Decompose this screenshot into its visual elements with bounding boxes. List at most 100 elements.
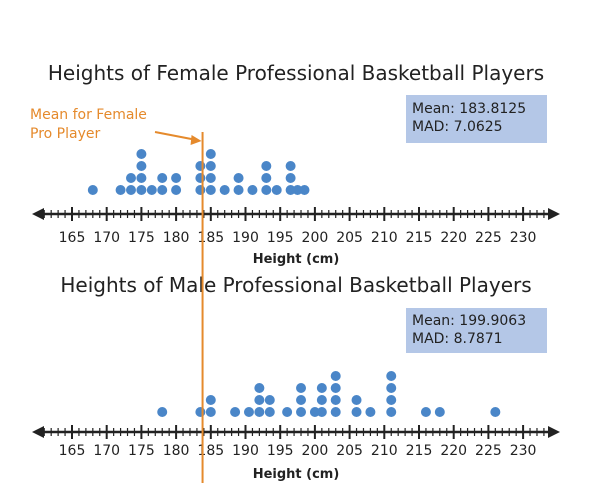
female-data-dot bbox=[125, 185, 136, 195]
female-tick-label-175: 175 bbox=[128, 230, 155, 246]
female-tick-label-210: 210 bbox=[371, 230, 398, 246]
female-data-dot bbox=[87, 185, 98, 195]
male-axis-arrow-right bbox=[548, 426, 560, 438]
male-data-dot bbox=[316, 395, 327, 405]
chart-marks: 165 170 175 180 185 190 195 200 205 210 215 220 225 2… bbox=[32, 131, 560, 483]
female-tick-label-220: 220 bbox=[440, 230, 467, 246]
female-x-axis-title: Height (cm) bbox=[253, 252, 340, 267]
male-data-dot bbox=[254, 407, 265, 417]
male-axis-arrow-left bbox=[32, 426, 44, 438]
female-data-dot bbox=[195, 161, 206, 171]
female-tick-label-205: 205 bbox=[336, 230, 363, 246]
mean-callout-arrow-head bbox=[190, 135, 202, 145]
female-data-dot bbox=[171, 185, 182, 195]
female-tick-label-185: 185 bbox=[197, 230, 224, 246]
male-data-dot bbox=[195, 407, 206, 417]
female-tick-label-180: 180 bbox=[163, 230, 190, 246]
female-tick-label-165: 165 bbox=[59, 230, 86, 246]
male-data-dot bbox=[296, 407, 307, 417]
female-tick-label-190: 190 bbox=[232, 230, 259, 246]
female-data-dot bbox=[233, 173, 244, 183]
female-data-dot bbox=[157, 185, 168, 195]
male-data-dot bbox=[316, 383, 327, 393]
female-data-dot bbox=[115, 185, 126, 195]
male-tick-label-215: 215 bbox=[406, 443, 433, 459]
female-tick-label-170: 170 bbox=[93, 230, 120, 246]
female-data-dot bbox=[146, 185, 157, 195]
male-tick-label-195: 195 bbox=[267, 443, 294, 459]
female-tick-label-195: 195 bbox=[267, 230, 294, 246]
male-chart-title: Heights of Male Professional Basketball … bbox=[60, 273, 531, 297]
female-data-dot bbox=[247, 185, 258, 195]
female-data-dot bbox=[205, 149, 216, 159]
mean-callout-line2: Pro Player bbox=[30, 126, 100, 142]
male-data-dot bbox=[386, 407, 397, 417]
male-tick-label-165: 165 bbox=[59, 443, 86, 459]
male-tick-label-170: 170 bbox=[93, 443, 120, 459]
mean-callout-arrow-shaft bbox=[154, 131, 197, 141]
female-tick-label-215: 215 bbox=[406, 230, 433, 246]
female-data-dot bbox=[219, 185, 230, 195]
female-data-dot bbox=[205, 161, 216, 171]
female-data-dot bbox=[171, 173, 182, 183]
male-tick-label-220: 220 bbox=[440, 443, 467, 459]
female-data-dot bbox=[136, 173, 147, 183]
male-data-dot bbox=[420, 407, 431, 417]
female-data-dot bbox=[195, 185, 206, 195]
male-data-dot bbox=[330, 395, 341, 405]
male-tick-label-185: 185 bbox=[197, 443, 224, 459]
female-mean-label: Mean: 183.8125 bbox=[412, 101, 526, 117]
male-tick-label-225: 225 bbox=[475, 443, 502, 459]
female-data-dot bbox=[205, 185, 216, 195]
female-data-dot bbox=[205, 173, 216, 183]
male-tick-label-175: 175 bbox=[128, 443, 155, 459]
female-data-dot bbox=[233, 185, 244, 195]
female-data-dot bbox=[285, 173, 296, 183]
male-tick-label-210: 210 bbox=[371, 443, 398, 459]
male-data-dot bbox=[330, 407, 341, 417]
male-data-dot bbox=[351, 395, 362, 405]
female-tick-label-225: 225 bbox=[475, 230, 502, 246]
male-data-dot bbox=[296, 383, 307, 393]
male-tick-label-205: 205 bbox=[336, 443, 363, 459]
male-data-dot bbox=[282, 407, 293, 417]
female-chart-title: Heights of Female Professional Basketbal… bbox=[48, 61, 544, 85]
male-data-dot bbox=[490, 407, 501, 417]
male-data-dot bbox=[386, 371, 397, 381]
male-data-dot bbox=[264, 407, 275, 417]
female-data-dot bbox=[261, 185, 272, 195]
male-tick-label-230: 230 bbox=[510, 443, 537, 459]
female-data-dot bbox=[195, 173, 206, 183]
male-data-dot bbox=[365, 407, 376, 417]
male-tick-label-200: 200 bbox=[302, 443, 329, 459]
male-data-dot bbox=[157, 407, 168, 417]
female-data-dot bbox=[285, 161, 296, 171]
male-data-dot bbox=[205, 407, 216, 417]
female-data-dot bbox=[285, 185, 296, 195]
female-axis-arrow-left bbox=[32, 208, 44, 220]
female-data-dot bbox=[136, 161, 147, 171]
male-data-dot bbox=[434, 407, 445, 417]
male-data-dot bbox=[205, 395, 216, 405]
male-mad-label: MAD: 8.7871 bbox=[412, 331, 503, 347]
female-data-dot bbox=[271, 185, 282, 195]
male-data-dot bbox=[316, 407, 327, 417]
mean-callout-line1: Mean for Female bbox=[30, 107, 147, 123]
female-axis-arrow-right bbox=[548, 208, 560, 220]
male-data-dot bbox=[254, 395, 265, 405]
male-data-dot bbox=[254, 383, 265, 393]
female-mad-label: MAD: 7.0625 bbox=[412, 119, 503, 135]
male-data-dot bbox=[243, 407, 254, 417]
male-data-dot bbox=[386, 395, 397, 405]
female-data-dot bbox=[136, 185, 147, 195]
female-data-dot bbox=[136, 149, 147, 159]
female-stat-box bbox=[406, 95, 547, 143]
male-data-dot bbox=[309, 407, 320, 417]
female-tick-label-230: 230 bbox=[510, 230, 537, 246]
female-tick-label-200: 200 bbox=[302, 230, 329, 246]
male-tick-label-190: 190 bbox=[232, 443, 259, 459]
male-stat-box bbox=[406, 308, 547, 353]
male-data-dot bbox=[386, 383, 397, 393]
